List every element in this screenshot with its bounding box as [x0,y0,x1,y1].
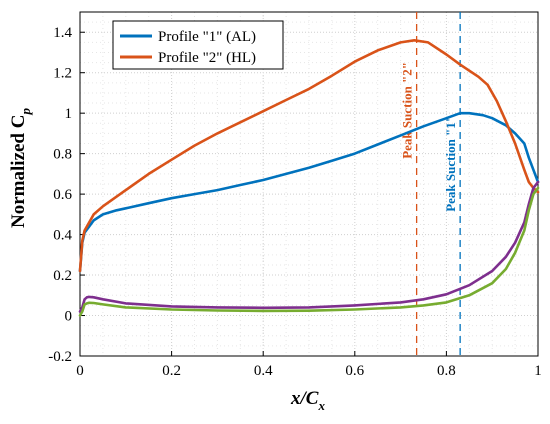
y-tick-label: -0.2 [48,349,72,365]
y-tick-label: 1 [65,106,73,122]
series-line-3 [78,180,540,313]
legend-label-2: Profile "2" (HL) [158,50,256,66]
y-tick-label: 1.4 [53,25,72,41]
legend-label-1: Profile "1" (AL) [158,29,256,45]
x-tick-label: 0.8 [437,363,456,379]
series-line-2 [78,39,540,273]
peak-lines: Peak Suction "2" Peak Suction "1" [400,12,461,356]
series-line-1 [78,111,540,273]
legend-box [112,20,284,70]
peak-suction-label-2: Peak Suction "1" [443,115,458,212]
x-tick-label: 1 [534,363,542,379]
y-axis-title: Normalized Cp [8,108,33,228]
y-tick-label: 0.4 [53,228,72,244]
x-tick-label: 0.2 [162,363,181,379]
series-line-4 [78,186,540,317]
ticks: 0 0.2 0.4 0.6 0.8 1-0.200.20.40.60.811.21.4 [48,25,542,379]
x-axis-title: x/Cx [290,388,325,413]
series-lines [78,39,540,317]
y-tick-label: 0.6 [53,187,72,203]
y-tick-label: 0.8 [53,147,72,163]
peak-suction-label-1: Peak Suction "2" [400,62,415,159]
y-tick-label: 0 [65,309,73,325]
x-tick-label: 0.4 [254,363,273,379]
x-tick-label: 0 [76,363,84,379]
x-tick-label: 0.6 [345,363,364,379]
y-tick-label: 0.2 [53,268,72,284]
legend: Profile "1" (AL) Profile "2" (HL) [112,20,284,70]
y-tick-label: 1.2 [53,66,72,82]
